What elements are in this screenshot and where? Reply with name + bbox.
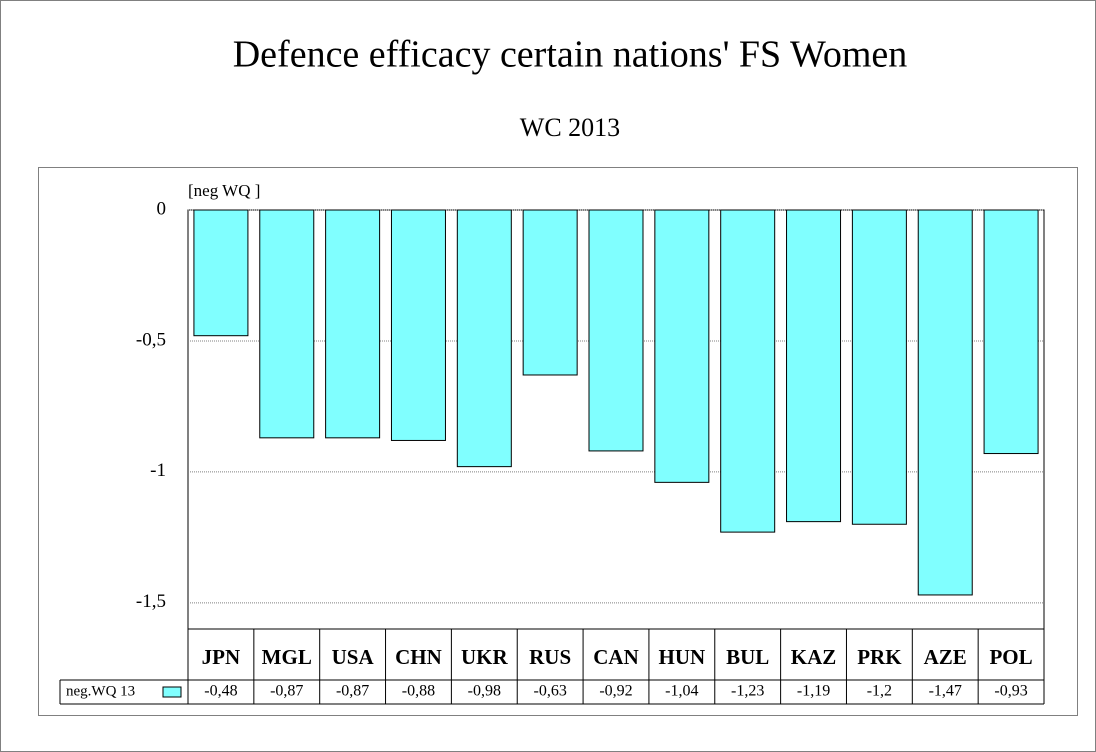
chart-title: Defence efficacy certain nations' FS Wom…: [233, 34, 908, 76]
x-tick-label: AZE: [924, 645, 967, 669]
bar: [456, 209, 512, 468]
bar: [390, 209, 446, 441]
y-axis-label: [neg WQ ]: [188, 181, 260, 200]
x-tick-label: MGL: [262, 645, 312, 669]
x-tick-label: CHN: [395, 645, 442, 669]
data-label: -0,87: [336, 683, 369, 700]
x-tick-label: HUN: [659, 645, 706, 669]
legend-label: neg.WQ 13: [66, 683, 135, 699]
x-tick-label: PRK: [857, 645, 902, 669]
bar: [193, 209, 249, 337]
bar: [983, 209, 1039, 455]
data-label: -1,2: [867, 683, 892, 700]
bar: [654, 209, 710, 483]
y-tick-label: 0: [157, 198, 167, 219]
bar: [917, 209, 973, 596]
y-tick-label: -0,5: [136, 329, 166, 350]
y-tick-label: -1: [150, 460, 166, 481]
data-label: -1,19: [797, 683, 830, 700]
data-label: -1,23: [731, 683, 764, 700]
bar: [851, 209, 907, 525]
x-tick-label: JPN: [202, 645, 241, 669]
bar: [522, 209, 578, 376]
bar: [325, 209, 381, 439]
data-label: -0,92: [599, 683, 632, 700]
plot-border: [38, 167, 1078, 716]
x-tick-label: UKR: [461, 645, 509, 669]
bar: [720, 209, 776, 533]
data-label: -0,48: [204, 683, 237, 700]
x-tick-label: USA: [332, 645, 375, 669]
x-tick-label: POL: [989, 645, 1032, 669]
data-label: -0,87: [270, 683, 303, 700]
x-tick-label: CAN: [593, 645, 639, 669]
data-label: -0,63: [533, 683, 566, 700]
bar: [786, 209, 842, 523]
x-tick-label: BUL: [726, 645, 769, 669]
data-label: -0,98: [468, 683, 501, 700]
x-tick-label: RUS: [529, 645, 571, 669]
bar: [259, 209, 315, 439]
data-label: -0,88: [402, 683, 435, 700]
data-label: -0,93: [994, 683, 1027, 700]
bar: [588, 209, 644, 452]
y-tick-label: -1,5: [136, 591, 166, 612]
legend-key: [162, 686, 182, 698]
data-label: -1,47: [929, 683, 962, 700]
x-tick-label: KAZ: [791, 645, 837, 669]
data-label: -1,04: [665, 683, 698, 700]
chart-subtitle: WC 2013: [520, 113, 620, 142]
